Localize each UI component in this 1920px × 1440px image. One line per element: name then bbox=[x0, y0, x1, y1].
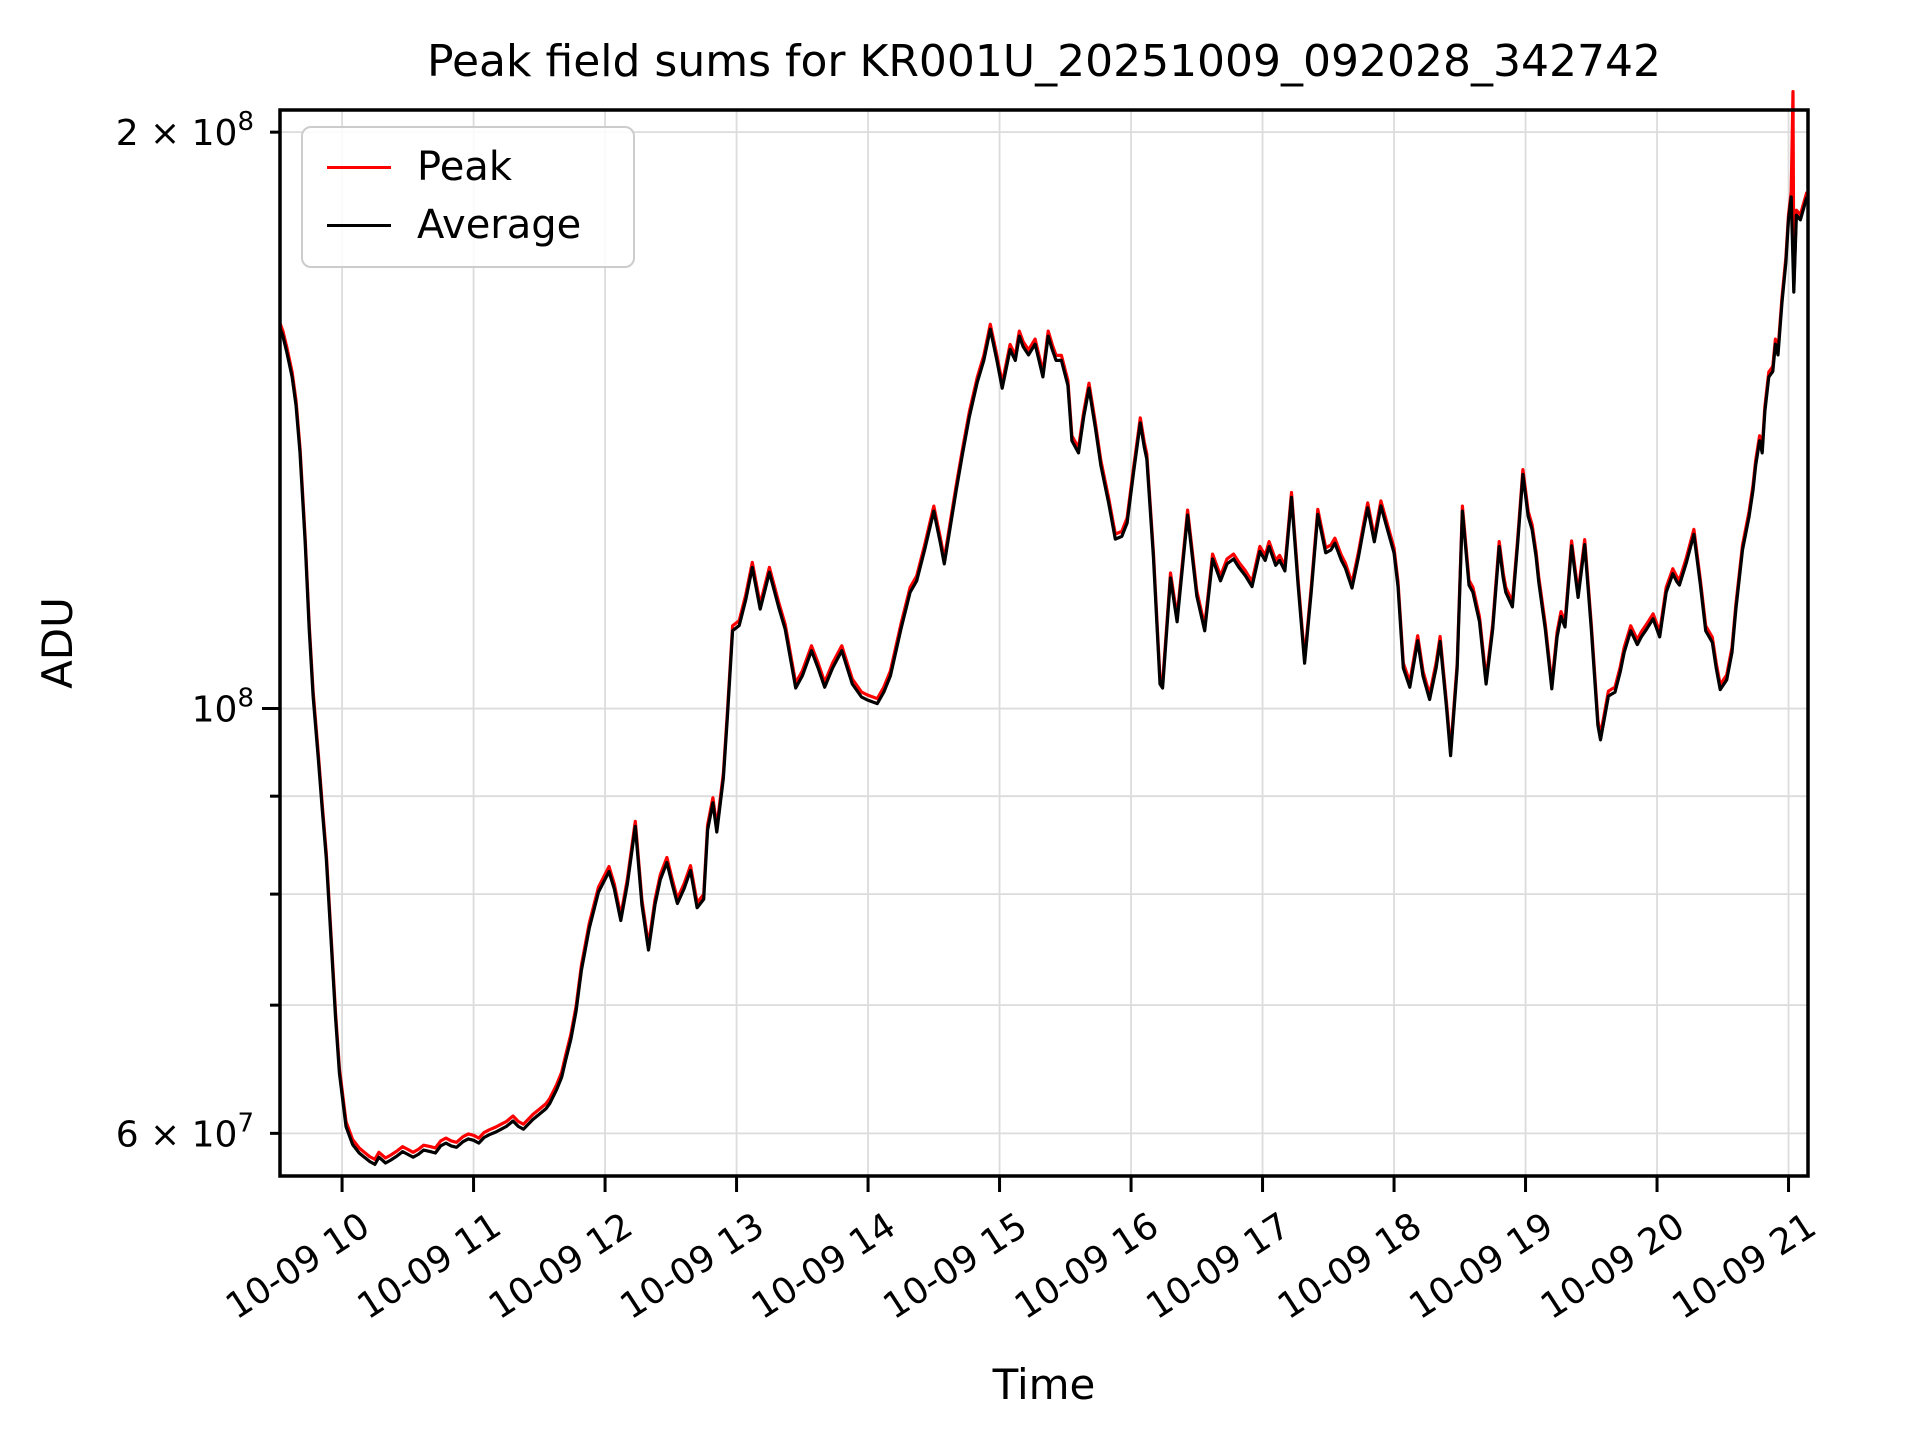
y-tick-label: 108 bbox=[192, 684, 254, 731]
x-tick-label: 10-09 20 bbox=[1534, 1205, 1692, 1328]
average-line-swatch bbox=[327, 223, 391, 227]
y-tick-label: 2 × 108 bbox=[116, 107, 254, 154]
x-tick-label: 10-09 19 bbox=[1402, 1205, 1560, 1328]
data-series bbox=[278, 90, 1809, 1166]
plot-frame bbox=[278, 108, 1810, 1178]
x-tick-label: 10-09 15 bbox=[876, 1205, 1034, 1328]
y-tick-label: 6 × 107 bbox=[116, 1108, 254, 1155]
x-tick-label: 10-09 13 bbox=[613, 1205, 771, 1328]
y-axis-label: ADU bbox=[33, 597, 82, 689]
legend-label-average: Average bbox=[417, 202, 582, 248]
x-tick-label: 10-09 17 bbox=[1139, 1205, 1297, 1328]
chart-title: Peak field sums for KR001U_20251009_0920… bbox=[427, 36, 1661, 87]
x-tick-label: 10-09 12 bbox=[482, 1205, 640, 1328]
x-tick-label: 10-09 11 bbox=[350, 1205, 508, 1328]
average-line bbox=[278, 195, 1809, 1166]
x-tick-label: 10-09 18 bbox=[1271, 1205, 1429, 1328]
x-tick-label: 10-09 21 bbox=[1665, 1205, 1823, 1328]
legend-label-peak: Peak bbox=[417, 144, 512, 190]
x-tick-label: 10-09 16 bbox=[1008, 1205, 1166, 1328]
x-axis-label: Time bbox=[992, 1360, 1096, 1409]
legend-entry-peak: Peak bbox=[303, 138, 633, 196]
legend: Peak Average bbox=[301, 126, 635, 268]
x-tick-label: 10-09 10 bbox=[219, 1205, 377, 1328]
x-tick-label: 10-09 14 bbox=[745, 1205, 903, 1328]
legend-entry-average: Average bbox=[303, 196, 633, 254]
peak-line-swatch bbox=[327, 165, 391, 169]
axis-text-layer: Peak field sums for KR001U_20251009_0920… bbox=[33, 36, 1661, 1409]
grid-layer bbox=[280, 110, 1808, 1176]
